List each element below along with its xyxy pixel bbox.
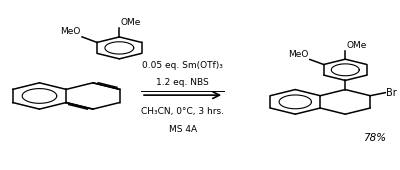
Text: MS 4A: MS 4A bbox=[168, 125, 197, 134]
Text: CH₃CN, 0°C, 3 hrs.: CH₃CN, 0°C, 3 hrs. bbox=[141, 107, 224, 116]
Text: OMe: OMe bbox=[120, 18, 141, 27]
Text: OMe: OMe bbox=[346, 41, 367, 50]
Text: 78%: 78% bbox=[363, 133, 386, 143]
Text: 1.2 eq. NBS: 1.2 eq. NBS bbox=[156, 78, 209, 87]
Text: 0.05 eq. Sm(OTf)₃: 0.05 eq. Sm(OTf)₃ bbox=[142, 61, 223, 70]
Text: MeO: MeO bbox=[288, 50, 309, 59]
Text: Br: Br bbox=[386, 88, 397, 98]
Text: MeO: MeO bbox=[60, 27, 81, 36]
